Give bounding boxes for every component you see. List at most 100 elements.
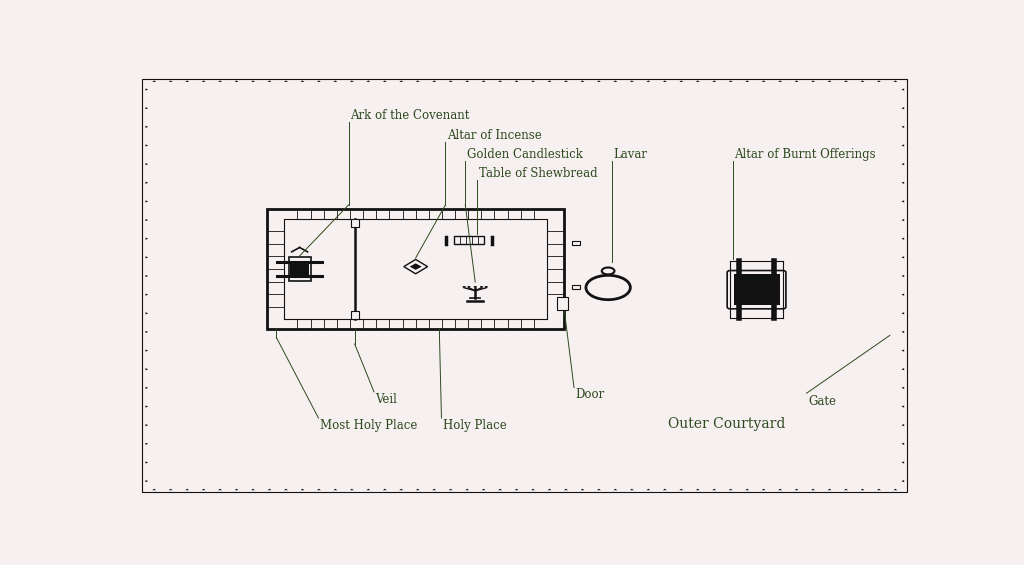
Bar [290, 260, 309, 277]
Polygon shape [893, 80, 897, 82]
Polygon shape [481, 80, 485, 82]
Polygon shape [901, 443, 904, 445]
Text: Veil: Veil [376, 393, 397, 406]
Polygon shape [145, 350, 148, 351]
Polygon shape [901, 219, 904, 221]
Text: Ark of the Covenant: Ark of the Covenant [350, 109, 470, 122]
Polygon shape [449, 489, 453, 490]
Polygon shape [901, 368, 904, 370]
Polygon shape [432, 80, 436, 82]
Polygon shape [202, 489, 206, 490]
Polygon shape [169, 80, 173, 82]
Polygon shape [663, 80, 667, 82]
Polygon shape [844, 80, 848, 82]
Polygon shape [901, 387, 904, 389]
Polygon shape [145, 387, 148, 389]
Polygon shape [145, 126, 148, 128]
Polygon shape [145, 312, 148, 314]
FancyBboxPatch shape [727, 271, 785, 309]
Text: Door: Door [575, 388, 605, 401]
Polygon shape [316, 80, 321, 82]
Polygon shape [300, 80, 304, 82]
Polygon shape [745, 80, 750, 82]
Polygon shape [416, 489, 420, 490]
Polygon shape [515, 489, 518, 490]
Polygon shape [901, 406, 904, 407]
Bar [350, 311, 358, 319]
Polygon shape [901, 257, 904, 258]
Circle shape [480, 286, 483, 288]
Polygon shape [713, 80, 716, 82]
Bar [350, 219, 358, 227]
Polygon shape [145, 238, 148, 240]
Circle shape [586, 275, 631, 299]
Polygon shape [350, 80, 354, 82]
Polygon shape [145, 163, 148, 165]
Polygon shape [367, 80, 371, 82]
Polygon shape [844, 489, 848, 490]
Polygon shape [465, 80, 469, 82]
Polygon shape [548, 80, 552, 82]
Bar [455, 236, 484, 244]
Circle shape [484, 286, 487, 288]
Polygon shape [169, 489, 173, 490]
Polygon shape [901, 350, 904, 351]
Polygon shape [762, 489, 766, 490]
Polygon shape [901, 275, 904, 277]
Polygon shape [145, 219, 148, 221]
Polygon shape [316, 489, 321, 490]
Bar [557, 297, 567, 310]
Polygon shape [145, 331, 148, 333]
Polygon shape [762, 80, 766, 82]
Polygon shape [498, 489, 502, 490]
Polygon shape [234, 80, 239, 82]
Polygon shape [548, 489, 552, 490]
Polygon shape [234, 489, 239, 490]
Polygon shape [901, 294, 904, 295]
Polygon shape [778, 489, 782, 490]
Text: Most Holy Place: Most Holy Place [321, 419, 418, 432]
Polygon shape [901, 424, 904, 426]
Polygon shape [284, 489, 288, 490]
Polygon shape [531, 489, 535, 490]
Circle shape [463, 286, 466, 288]
Polygon shape [145, 406, 148, 407]
Polygon shape [827, 489, 831, 490]
Polygon shape [695, 489, 699, 490]
Polygon shape [663, 489, 667, 490]
Bar [572, 241, 580, 245]
Polygon shape [778, 80, 782, 82]
Polygon shape [267, 80, 271, 82]
Polygon shape [350, 489, 354, 490]
Polygon shape [432, 489, 436, 490]
Text: Golden Candlestick: Golden Candlestick [467, 149, 583, 162]
Polygon shape [145, 182, 148, 184]
Polygon shape [613, 80, 617, 82]
Bar [267, 209, 564, 329]
Polygon shape [399, 489, 403, 490]
Polygon shape [481, 489, 485, 490]
Polygon shape [251, 489, 255, 490]
Polygon shape [679, 489, 683, 490]
Polygon shape [145, 107, 148, 109]
Polygon shape [811, 489, 815, 490]
Polygon shape [695, 80, 699, 82]
Circle shape [474, 286, 477, 288]
Polygon shape [860, 80, 864, 82]
Polygon shape [713, 489, 716, 490]
Polygon shape [811, 80, 815, 82]
Polygon shape [383, 80, 387, 82]
Polygon shape [630, 489, 634, 490]
Bar [289, 257, 310, 281]
Circle shape [467, 286, 470, 288]
Polygon shape [145, 424, 148, 426]
Polygon shape [515, 80, 518, 82]
Polygon shape [410, 263, 422, 270]
Text: Lavar: Lavar [613, 149, 648, 162]
Polygon shape [383, 489, 387, 490]
Text: Table of Shewbread: Table of Shewbread [479, 167, 597, 180]
Polygon shape [153, 489, 157, 490]
Polygon shape [300, 489, 304, 490]
Polygon shape [367, 489, 371, 490]
Polygon shape [202, 80, 206, 82]
